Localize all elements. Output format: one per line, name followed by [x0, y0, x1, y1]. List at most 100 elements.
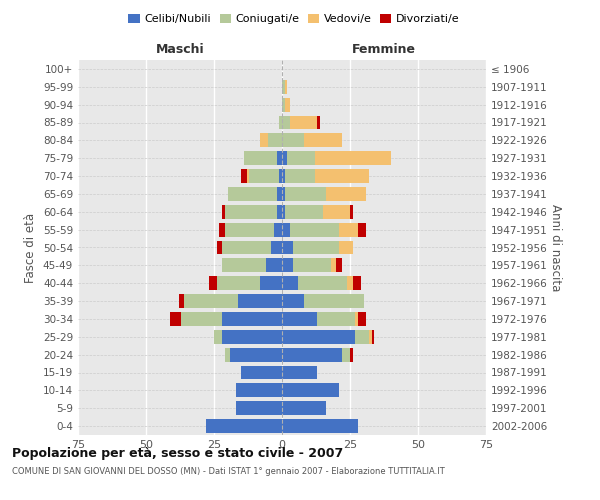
Bar — [279, 169, 282, 183]
Y-axis label: Fasce di età: Fasce di età — [25, 212, 37, 282]
Bar — [214, 330, 222, 344]
Bar — [350, 205, 353, 219]
Bar — [355, 330, 369, 344]
Text: Maschi: Maschi — [155, 44, 205, 57]
Bar — [282, 258, 293, 272]
Bar — [285, 205, 323, 219]
Bar — [347, 276, 353, 290]
Bar — [274, 222, 282, 236]
Bar — [225, 222, 274, 236]
Bar — [282, 116, 290, 130]
Legend: Celibi/Nubili, Coniugati/e, Vedovi/e, Divorziati/e: Celibi/Nubili, Coniugati/e, Vedovi/e, Di… — [125, 10, 463, 28]
Bar — [222, 258, 266, 272]
Bar — [268, 134, 282, 147]
Bar — [282, 80, 285, 94]
Bar — [317, 116, 320, 130]
Bar — [282, 384, 339, 398]
Bar — [181, 312, 222, 326]
Bar — [323, 205, 350, 219]
Text: COMUNE DI SAN GIOVANNI DEL DOSSO (MN) - Dati ISTAT 1° gennaio 2007 - Elaborazion: COMUNE DI SAN GIOVANNI DEL DOSSO (MN) - … — [12, 468, 445, 476]
Bar — [339, 240, 353, 254]
Bar — [236, 401, 282, 415]
Bar — [353, 276, 361, 290]
Bar — [282, 134, 304, 147]
Bar — [277, 205, 282, 219]
Bar — [282, 169, 285, 183]
Bar — [285, 169, 314, 183]
Bar — [331, 258, 337, 272]
Bar — [282, 222, 290, 236]
Bar — [250, 169, 279, 183]
Bar — [220, 222, 225, 236]
Bar — [285, 187, 326, 201]
Bar — [282, 330, 355, 344]
Bar — [277, 187, 282, 201]
Bar — [282, 419, 358, 433]
Bar — [225, 348, 230, 362]
Text: Popolazione per età, sesso e stato civile - 2007: Popolazione per età, sesso e stato civil… — [12, 448, 343, 460]
Bar — [222, 205, 225, 219]
Bar — [282, 98, 285, 112]
Bar — [225, 205, 277, 219]
Bar — [317, 312, 355, 326]
Bar — [282, 366, 317, 380]
Bar — [206, 419, 282, 433]
Bar — [350, 348, 353, 362]
Bar — [266, 258, 282, 272]
Bar — [342, 348, 350, 362]
Bar — [230, 348, 282, 362]
Bar — [290, 222, 339, 236]
Bar — [339, 222, 358, 236]
Bar — [304, 134, 342, 147]
Bar — [222, 240, 271, 254]
Bar — [298, 276, 347, 290]
Bar — [282, 205, 285, 219]
Bar — [227, 187, 277, 201]
Bar — [236, 384, 282, 398]
Bar — [290, 116, 317, 130]
Bar — [285, 98, 290, 112]
Bar — [241, 169, 247, 183]
Bar — [217, 240, 222, 254]
Bar — [260, 276, 282, 290]
Bar — [209, 276, 217, 290]
Bar — [279, 116, 282, 130]
Bar — [222, 312, 282, 326]
Bar — [314, 151, 391, 165]
Bar — [170, 312, 181, 326]
Bar — [179, 294, 184, 308]
Bar — [358, 222, 367, 236]
Bar — [293, 258, 331, 272]
Bar — [314, 169, 369, 183]
Bar — [282, 276, 298, 290]
Bar — [282, 348, 342, 362]
Bar — [277, 151, 282, 165]
Bar — [271, 240, 282, 254]
Text: Femmine: Femmine — [352, 44, 416, 57]
Bar — [282, 240, 293, 254]
Bar — [222, 330, 282, 344]
Bar — [369, 330, 372, 344]
Bar — [293, 240, 339, 254]
Bar — [282, 294, 304, 308]
Bar — [285, 80, 287, 94]
Bar — [217, 276, 260, 290]
Bar — [244, 151, 277, 165]
Bar — [282, 151, 287, 165]
Bar — [326, 187, 367, 201]
Bar — [184, 294, 238, 308]
Bar — [260, 134, 268, 147]
Y-axis label: Anni di nascita: Anni di nascita — [548, 204, 562, 291]
Bar — [358, 312, 367, 326]
Bar — [304, 294, 364, 308]
Bar — [238, 294, 282, 308]
Bar — [287, 151, 314, 165]
Bar — [241, 366, 282, 380]
Bar — [355, 312, 358, 326]
Bar — [372, 330, 374, 344]
Bar — [337, 258, 342, 272]
Bar — [282, 401, 326, 415]
Bar — [247, 169, 250, 183]
Bar — [282, 187, 285, 201]
Bar — [282, 312, 317, 326]
